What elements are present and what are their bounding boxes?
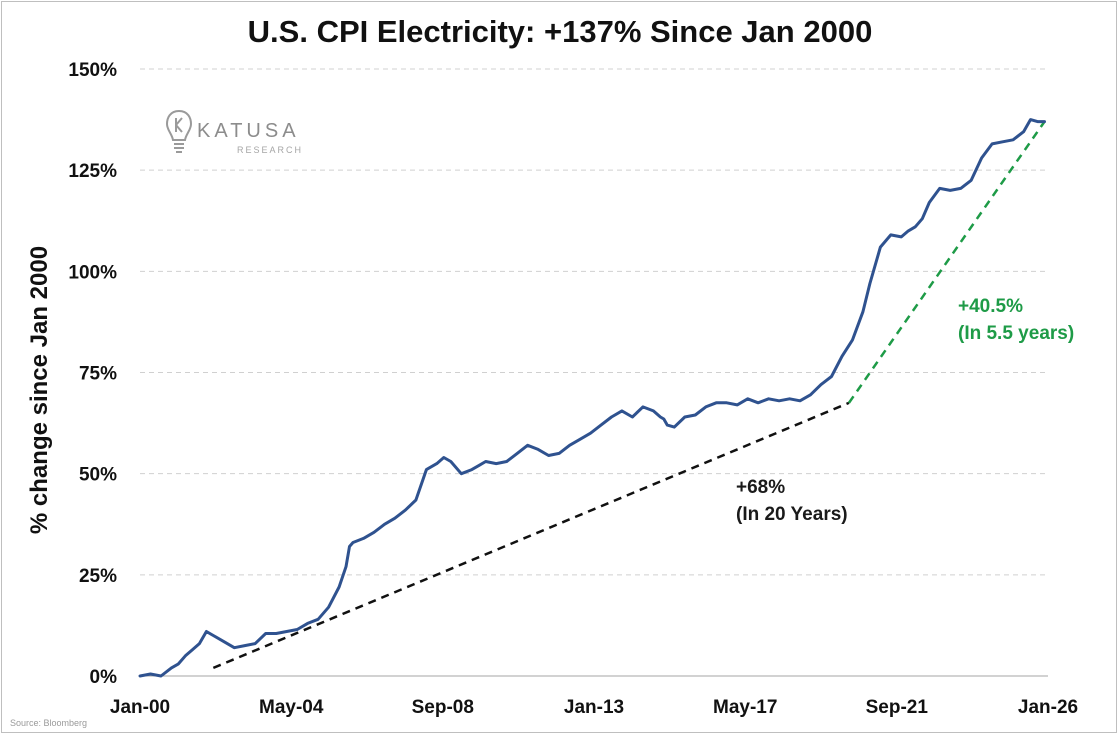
y-tick-label: 25% xyxy=(79,566,117,587)
trend-annotation-20y-period: (In 20 Years) xyxy=(736,504,848,525)
x-tick-label: Jan-26 xyxy=(1018,697,1078,718)
x-tick-label: May-04 xyxy=(259,697,324,718)
katusa-logo: KATUSA RESEARCH xyxy=(165,108,315,160)
y-tick-label: 150% xyxy=(68,60,117,81)
trend-annotation-5y-value: +40.5% xyxy=(958,296,1023,317)
y-tick-label: 125% xyxy=(68,161,117,182)
x-tick-label: May-17 xyxy=(713,697,777,718)
y-tick-label: 50% xyxy=(79,465,117,486)
y-tick-label: 100% xyxy=(68,262,117,283)
y-tick-label: 75% xyxy=(79,364,117,385)
logo-subtext: RESEARCH xyxy=(237,145,304,155)
chart-title: U.S. CPI Electricity: +137% Since Jan 20… xyxy=(247,14,873,49)
trend-annotation-20y: +68% (In 20 Years) xyxy=(736,474,848,528)
trendline-1 xyxy=(212,401,850,670)
x-tick-label: Jan-13 xyxy=(564,697,624,718)
trendline-2 xyxy=(847,120,1046,404)
x-tick-label: Sep-21 xyxy=(866,697,929,718)
lightbulb-k-icon xyxy=(165,109,193,153)
trend-annotation-5y-period: (In 5.5 years) xyxy=(958,323,1075,344)
y-tick-label: 0% xyxy=(90,667,118,688)
x-tick-label: Jan-00 xyxy=(110,697,170,718)
trend-annotation-20y-value: +68% xyxy=(736,477,786,498)
x-tick-label: Sep-08 xyxy=(412,697,474,718)
series-line xyxy=(138,118,1046,678)
logo-wordmark: KATUSA xyxy=(197,120,300,142)
source-note: Source: Bloomberg xyxy=(10,718,88,728)
trend-annotation-5y: +40.5% (In 5.5 years) xyxy=(958,293,1074,347)
